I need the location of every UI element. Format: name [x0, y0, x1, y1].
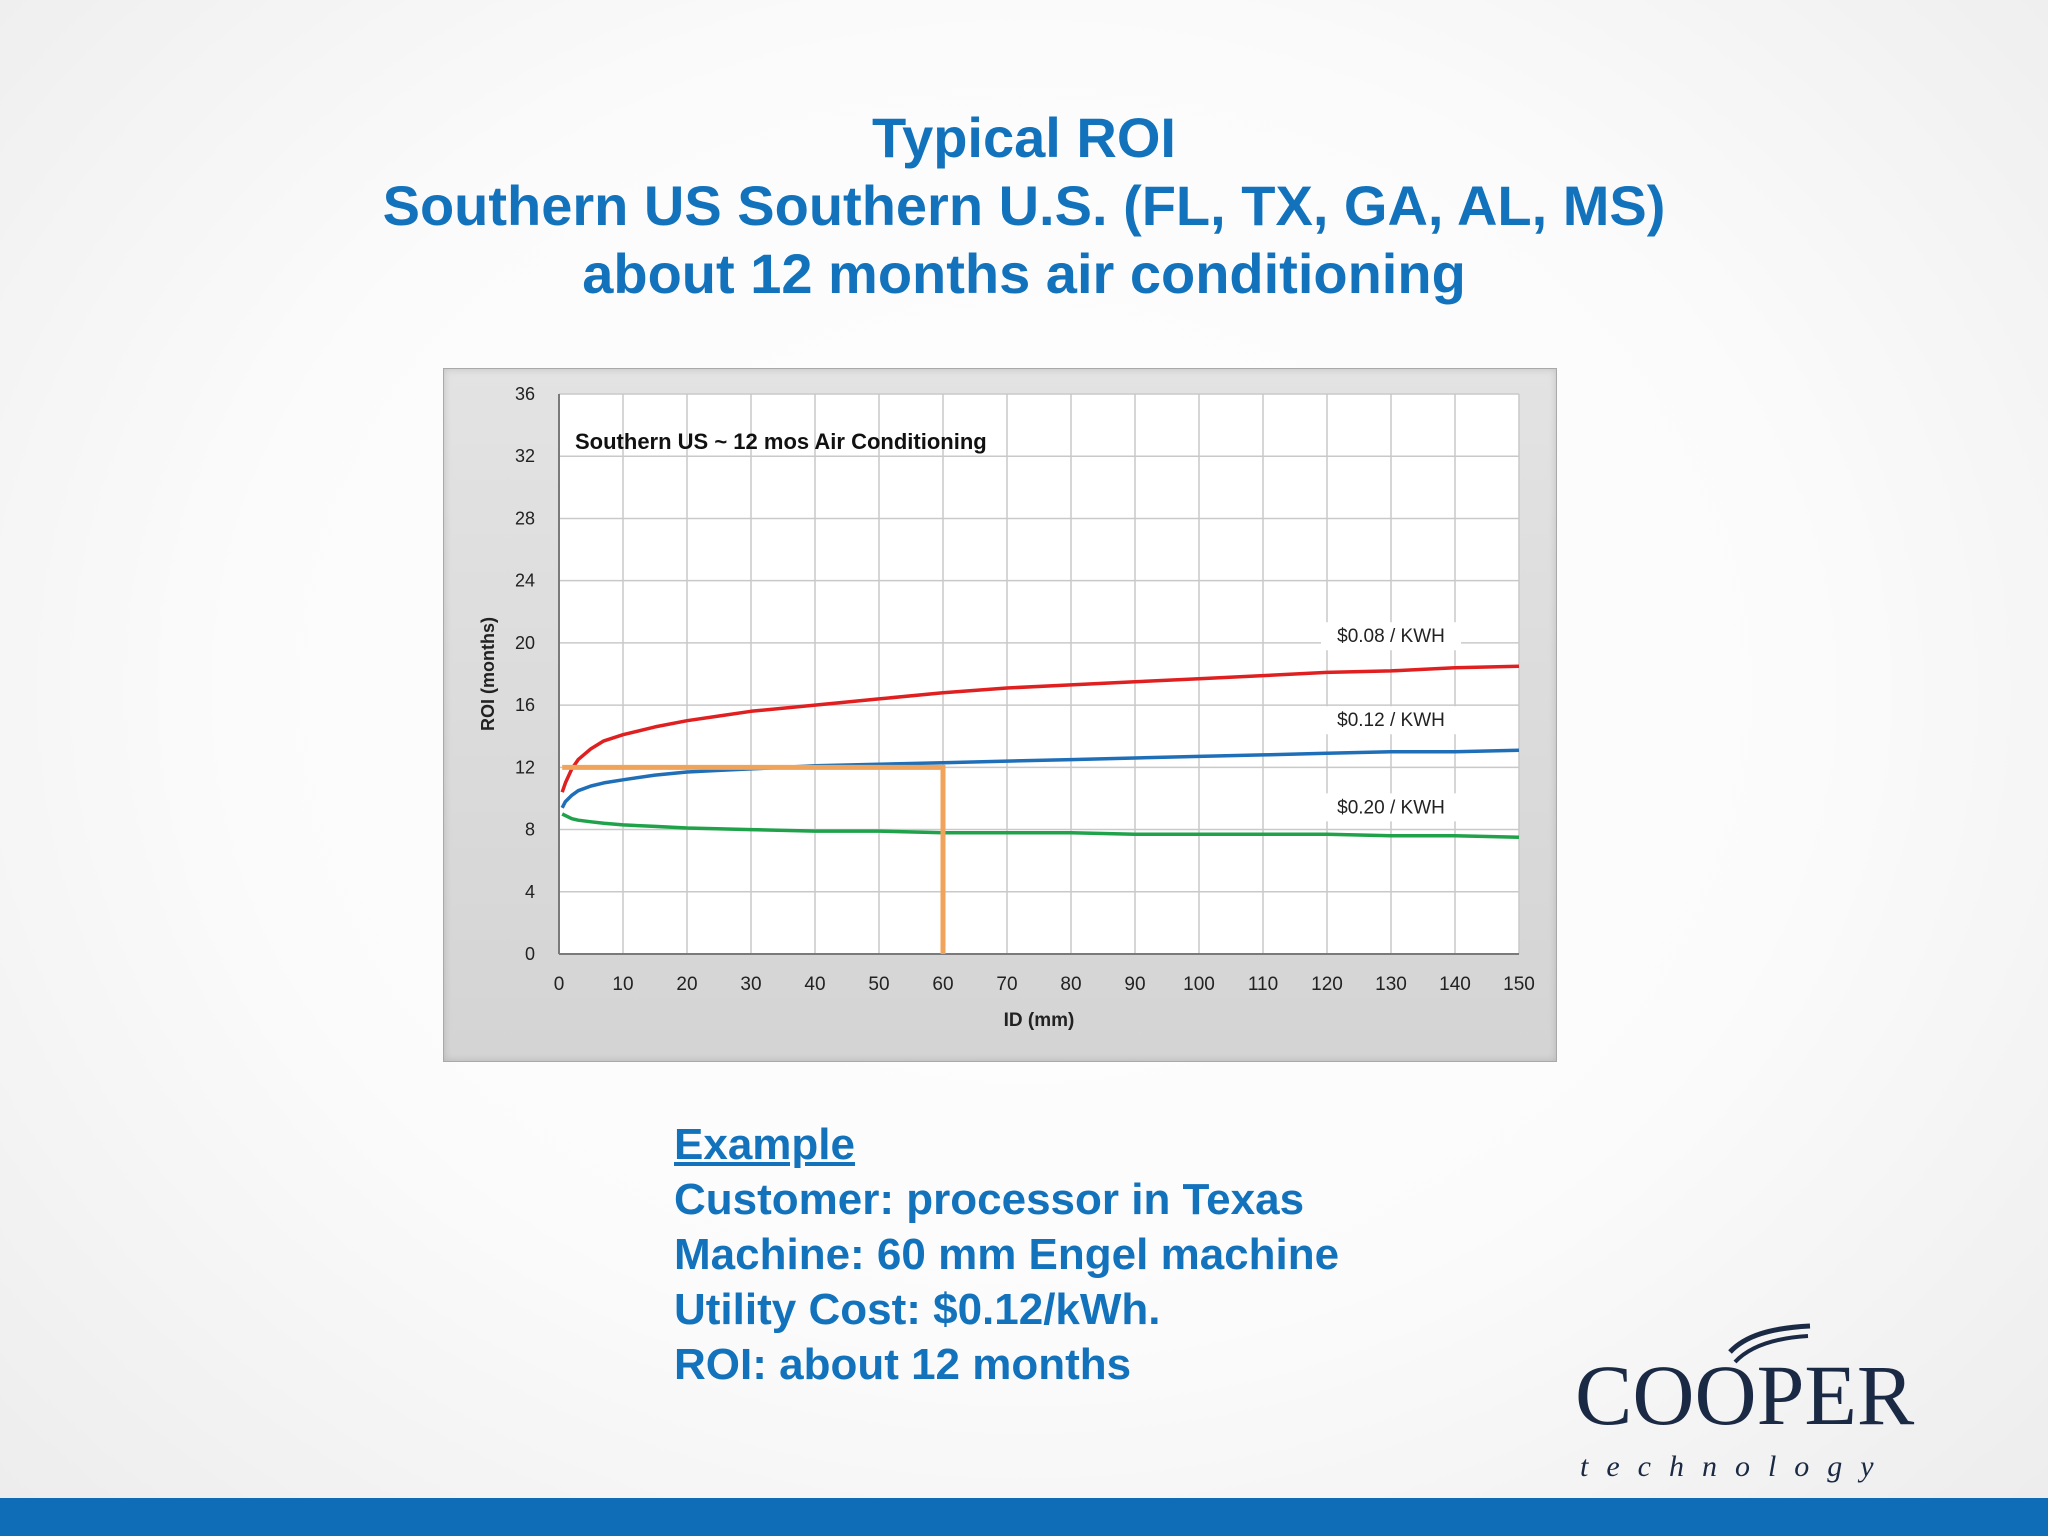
title-line-2: Southern US Southern U.S. (FL, TX, GA, A…: [382, 174, 1666, 237]
example-customer: Customer: processor in Texas: [674, 1175, 1305, 1224]
x-tick-label: 20: [676, 974, 697, 995]
y-axis-label: ROI (months): [478, 617, 498, 731]
x-tick-label: 140: [1439, 974, 1471, 995]
logo-tagline: technology: [1580, 1450, 1892, 1483]
roi-chart: 0 4 8 12 16 20 24 28 32 36 0 10 20 30 40 50 60 70 80 90 100 1…: [443, 368, 1557, 1062]
series-label-bg: [1321, 706, 1461, 735]
title-line-3: about 12 months air conditioning: [582, 242, 1466, 305]
x-tick-label: 150: [1503, 974, 1535, 995]
x-tick-label: 50: [868, 974, 889, 995]
example-machine: Machine: 60 mm Engel machine: [674, 1230, 1340, 1279]
series-label-1: $0.08 / KWH: [1337, 626, 1445, 647]
x-tick-label: 10: [612, 974, 633, 995]
cooper-technology-logo: COOPER technology: [1575, 1323, 1915, 1483]
x-tick-label: 40: [804, 974, 825, 995]
example-heading: Example: [674, 1120, 855, 1169]
y-tick-label: 20: [515, 633, 535, 653]
bottom-bar: [0, 1498, 2048, 1536]
series-label-bg: [1321, 622, 1461, 651]
x-tick-label: 100: [1183, 974, 1215, 995]
x-tick-label: 30: [740, 974, 761, 995]
y-tick-label: 16: [515, 695, 535, 715]
y-tick-label: 28: [515, 508, 535, 528]
series-label-2: $0.12 / KWH: [1337, 710, 1445, 731]
y-tick-label: 0: [525, 944, 535, 964]
example-guide-line: [562, 764, 946, 954]
roi-chart-svg: 0 4 8 12 16 20 24 28 32 36 0 10 20 30 40 50 60 70 80 90 100 1…: [478, 384, 1535, 1031]
x-tick-label: 90: [1124, 974, 1145, 995]
slide-title: Typical ROI Southern US Southern U.S. (F…: [0, 104, 2048, 308]
x-tick-label: 120: [1311, 974, 1343, 995]
series-label-3: $0.20 / KWH: [1337, 797, 1445, 818]
logo-brand: COOPER: [1575, 1347, 1915, 1443]
y-tick-label: 36: [515, 384, 535, 404]
series-label-bg: [1321, 793, 1461, 822]
series-line-1: [560, 664, 1520, 793]
x-tick-label: 70: [996, 974, 1017, 995]
y-tick-label: 12: [515, 757, 535, 777]
x-axis-label: ID (mm): [1004, 1010, 1075, 1031]
example-utility-cost: Utility Cost: $0.12/kWh.: [674, 1285, 1161, 1334]
y-tick-label: 24: [515, 571, 535, 591]
plot-area: [559, 394, 1519, 954]
x-tick-label: 110: [1248, 974, 1278, 995]
y-tick-label: 8: [525, 820, 535, 840]
y-tick-label: 4: [525, 882, 535, 902]
series-line-3: [561, 812, 1520, 840]
example-roi: ROI: about 12 months: [674, 1340, 1132, 1389]
chart-title: Southern US ~ 12 mos Air Conditioning: [575, 429, 987, 454]
x-tick-label: 60: [932, 974, 953, 995]
x-tick-label: 130: [1375, 974, 1407, 995]
example-block: Example Customer: processor in Texas Mac…: [674, 1117, 1339, 1392]
x-tick-label: 80: [1060, 974, 1081, 995]
logo-swoosh-icon: [1728, 1323, 1811, 1364]
x-tick-label: 0: [554, 974, 565, 995]
title-line-1: Typical ROI: [872, 106, 1176, 169]
y-tick-label: 32: [515, 446, 535, 466]
